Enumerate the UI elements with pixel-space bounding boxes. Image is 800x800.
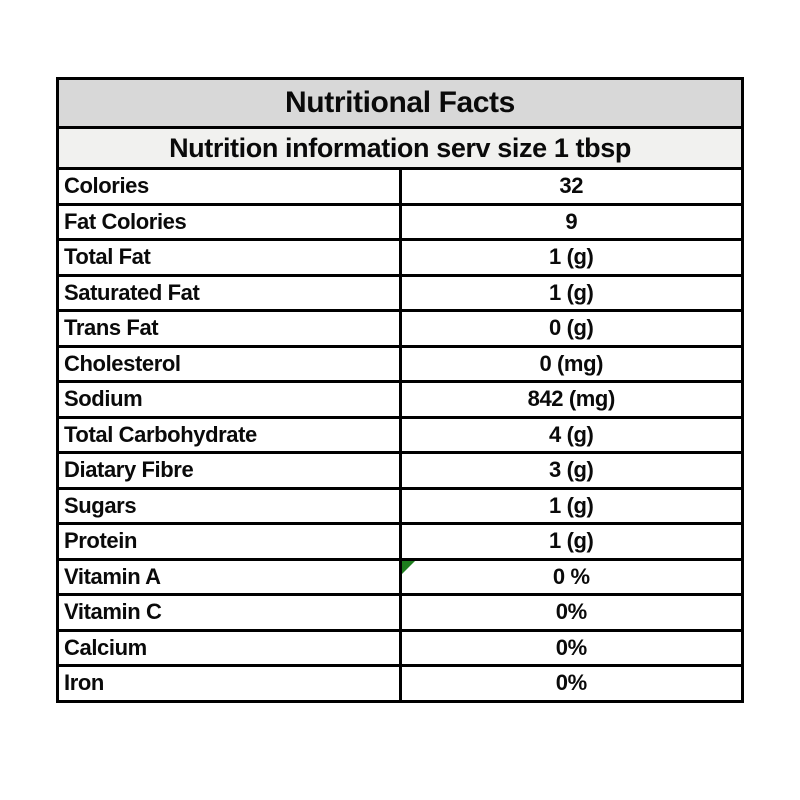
nutrient-label: Diatary Fibre xyxy=(56,451,402,490)
nutrient-value: 4 (g) xyxy=(398,415,744,454)
table-row-colories: Colories 32 xyxy=(56,167,744,206)
table-row-calcium: Calcium 0% xyxy=(56,628,744,667)
nutrient-value: 0 (mg) xyxy=(398,344,744,383)
nutrient-label: Colories xyxy=(56,167,402,206)
nutrient-label: Vitamin A xyxy=(56,557,402,596)
nutrient-label: Total Carbohydrate xyxy=(56,415,402,454)
nutrient-value: 1 (g) xyxy=(398,273,744,312)
nutrient-value: 1 (g) xyxy=(398,522,744,561)
cell-corner-indicator-icon xyxy=(402,561,415,574)
nutrient-value: 9 xyxy=(398,202,744,241)
nutrition-facts-table: Nutritional Facts Nutrition information … xyxy=(56,77,744,703)
table-row-iron: Iron 0% xyxy=(56,664,744,703)
table-row-vitamin-c: Vitamin C 0% xyxy=(56,593,744,632)
table-row-sugars: Sugars 1 (g) xyxy=(56,486,744,525)
table-title: Nutritional Facts xyxy=(56,77,744,129)
title-row: Nutritional Facts xyxy=(56,77,744,129)
table-subtitle: Nutrition information serv size 1 tbsp xyxy=(56,126,744,170)
table-row-total-carbohydrate: Total Carbohydrate 4 (g) xyxy=(56,415,744,454)
nutrient-label: Iron xyxy=(56,664,402,703)
table-row-sodium: Sodium 842 (mg) xyxy=(56,380,744,419)
table-row-total-fat: Total Fat 1 (g) xyxy=(56,238,744,277)
nutrient-label: Sodium xyxy=(56,380,402,419)
nutrient-value: 0% xyxy=(398,664,744,703)
table-row-fat-colories: Fat Colories 9 xyxy=(56,202,744,241)
nutrient-label: Calcium xyxy=(56,628,402,667)
nutrient-label: Saturated Fat xyxy=(56,273,402,312)
nutrient-value: 32 xyxy=(398,167,744,206)
subtitle-row: Nutrition information serv size 1 tbsp xyxy=(56,126,744,170)
nutrient-value: 0 % xyxy=(398,557,744,596)
nutrient-value: 0% xyxy=(398,628,744,667)
nutrient-label: Total Fat xyxy=(56,238,402,277)
nutrient-label: Fat Colories xyxy=(56,202,402,241)
nutrient-value: 842 (mg) xyxy=(398,380,744,419)
nutrient-value: 0% xyxy=(398,593,744,632)
table-row-trans-fat: Trans Fat 0 (g) xyxy=(56,309,744,348)
nutrient-value: 1 (g) xyxy=(398,238,744,277)
nutrient-value: 0 (g) xyxy=(398,309,744,348)
nutrient-label: Vitamin C xyxy=(56,593,402,632)
table-row-diatary-fibre: Diatary Fibre 3 (g) xyxy=(56,451,744,490)
nutrient-value: 3 (g) xyxy=(398,451,744,490)
nutrient-value: 1 (g) xyxy=(398,486,744,525)
table-row-vitamin-a: Vitamin A 0 % xyxy=(56,557,744,596)
table-row-protein: Protein 1 (g) xyxy=(56,522,744,561)
table-row-cholesterol: Cholesterol 0 (mg) xyxy=(56,344,744,383)
nutrient-label: Trans Fat xyxy=(56,309,402,348)
table-row-saturated-fat: Saturated Fat 1 (g) xyxy=(56,273,744,312)
nutrient-value-text: 0 % xyxy=(552,563,590,589)
nutrient-label: Protein xyxy=(56,522,402,561)
nutrient-label: Cholesterol xyxy=(56,344,402,383)
nutrient-label: Sugars xyxy=(56,486,402,525)
